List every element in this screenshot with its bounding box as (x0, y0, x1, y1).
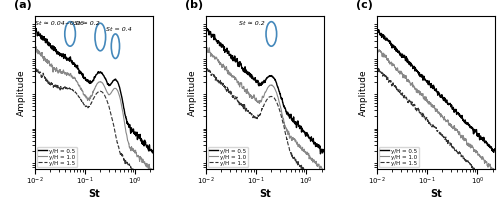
Y-axis label: Amplitude: Amplitude (17, 69, 26, 116)
X-axis label: St: St (259, 188, 271, 198)
Text: (c): (c) (356, 0, 372, 10)
Text: St ≈ 0.2: St ≈ 0.2 (74, 21, 100, 26)
Y-axis label: Amplitude: Amplitude (188, 69, 197, 116)
Legend: y/H = 0.5, y/H = 1.0, y/H = 1.5: y/H = 0.5, y/H = 1.0, y/H = 1.5 (378, 147, 418, 167)
Text: St = 0.4: St = 0.4 (106, 27, 132, 32)
Text: St ≈ 0.04~0.06: St ≈ 0.04~0.06 (35, 21, 84, 26)
Legend: y/H = 0.5, y/H = 1.0, y/H = 1.5: y/H = 0.5, y/H = 1.0, y/H = 1.5 (208, 147, 248, 167)
Text: St ≈ 0.2: St ≈ 0.2 (239, 21, 265, 26)
Legend: y/H = 0.5, y/H = 1.0, y/H = 1.5: y/H = 0.5, y/H = 1.0, y/H = 1.5 (36, 147, 76, 167)
Y-axis label: Amplitude: Amplitude (359, 69, 368, 116)
X-axis label: St: St (88, 188, 100, 198)
X-axis label: St: St (430, 188, 442, 198)
Text: (a): (a) (14, 0, 32, 10)
Text: (b): (b) (185, 0, 203, 10)
